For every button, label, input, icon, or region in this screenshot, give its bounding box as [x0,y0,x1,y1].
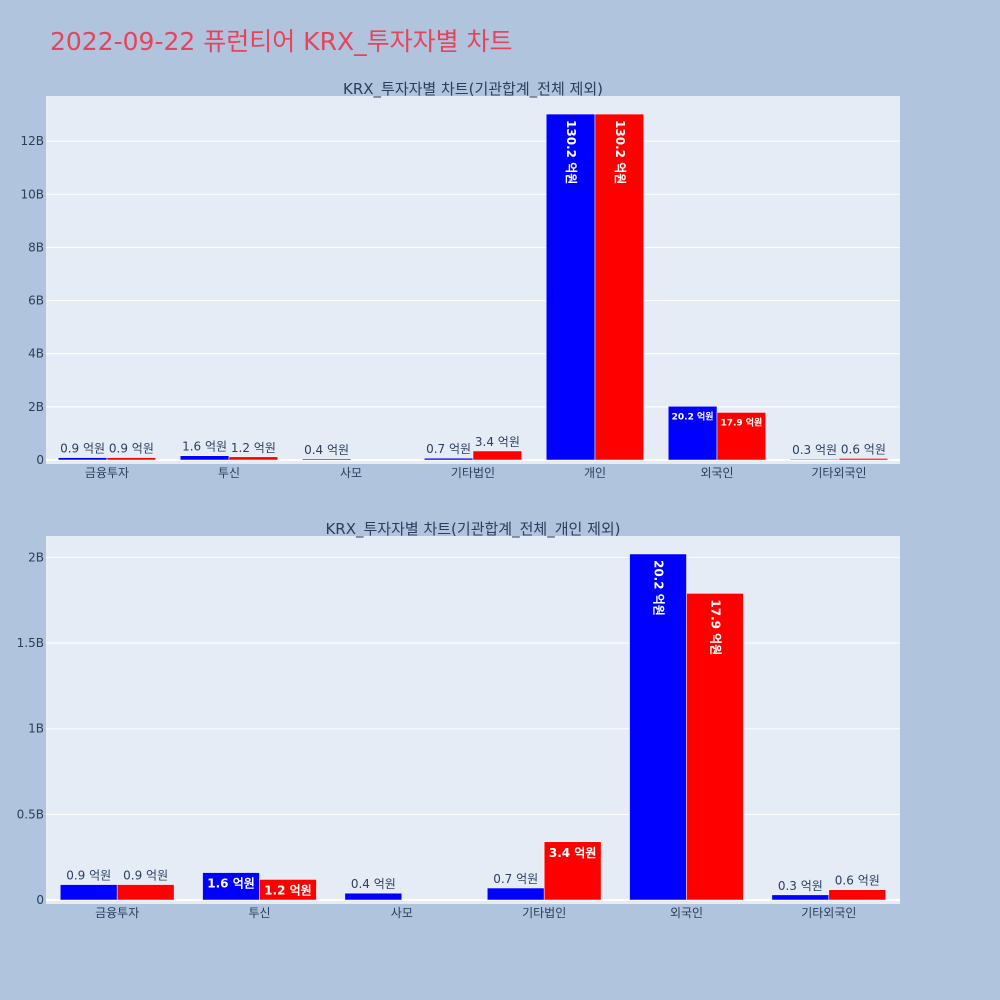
data-label: 0.4 억원 [304,443,349,457]
x-tick-label: 사모 [391,906,413,920]
data-label: 0.9 억원 [66,869,111,883]
bar [423,457,474,461]
x-tick-label: 사모 [340,466,362,480]
chart-title: KRX_투자자별 차트(기관합계_전체 제외) [343,80,603,99]
page-title: 2022-09-22 퓨런티어 KRX_투자자별 차트 [50,27,513,56]
bar [344,892,403,901]
bar [202,872,260,901]
x-tick-label: 투신 [218,466,240,480]
y-tick-label: 1.5B [17,636,44,650]
data-label: 0.7 억원 [493,872,538,886]
x-tick-label: 기타법인 [522,906,566,920]
x-tick-label: 금융투자 [85,466,129,480]
y-tick-label: 2B [28,550,44,564]
y-tick-label: 8B [28,240,44,254]
bar [543,841,602,901]
bar [771,894,830,901]
data-label: 130.2 억원 [564,120,578,184]
bar [259,879,317,901]
data-label: 0.9 억원 [123,869,168,883]
x-tick-label: 금융투자 [95,906,139,920]
bar [716,412,767,461]
x-tick-label: 외국인 [700,466,733,480]
data-label: 0.3 억원 [778,879,823,893]
data-label: 1.2 억원 [231,441,276,455]
x-tick-label: 기타외국인 [801,906,856,920]
data-label: 0.6 억원 [841,442,886,456]
data-label: 17.9 억원 [720,416,762,428]
chart-bottom: KRX_투자자별 차트(기관합계_전체_개인 제외) 0 0.5B 1B 1.5B 2B 금… [17,520,900,920]
bar [57,457,108,461]
plot-area [46,96,900,464]
bar [106,457,157,461]
data-label: 1.2 억원 [264,883,312,897]
y-tick-label: 10B [20,187,44,201]
data-label: 3.4 억원 [475,435,520,449]
bar [667,406,718,461]
x-tick-label: 외국인 [670,906,703,920]
data-label: 0.9 억원 [60,442,105,456]
bar [116,884,175,901]
x-tick-label: 투신 [248,906,270,920]
y-tick-label: 0 [36,893,44,907]
data-label: 1.6 억원 [182,440,227,454]
data-label: 130.2 억원 [613,120,627,184]
bar [789,458,840,461]
x-tick-label: 개인 [584,466,606,480]
data-label: 0.9 억원 [109,442,154,456]
y-tick-label: 0.5B [17,807,44,821]
y-tick-label: 6B [28,294,44,308]
bar [472,450,523,461]
data-label: 0.7 억원 [426,442,471,456]
y-tick-label: 1B [28,722,44,736]
data-label: 0.3 억원 [792,443,837,457]
y-tick-label: 12B [20,134,44,148]
data-label: 20.2 억원 [652,560,666,616]
bar [828,889,887,901]
bar [301,458,352,461]
chart-top: KRX_투자자별 차트(기관합계_전체 제외) 0 2B 4B 6B 8B 10B 12B 금융… [20,80,900,480]
bar [838,458,889,461]
x-tick-label: 기타외국인 [811,466,866,480]
bar [594,113,645,461]
data-label: 17.9 억원 [708,599,722,655]
data-label: 3.4 억원 [549,846,597,860]
bar [686,593,744,901]
bar [179,455,230,461]
y-tick-label: 0 [36,453,44,467]
bar [629,553,687,901]
chart-title: KRX_투자자별 차트(기관합계_전체_개인 제외) [325,520,620,539]
y-tick-label: 4B [28,347,44,361]
data-label: 20.2 억원 [672,410,714,422]
data-label: 0.6 억원 [835,874,880,888]
bar [228,456,279,461]
data-label: 0.4 억원 [351,877,396,891]
y-tick-label: 2B [28,400,44,414]
bar [59,884,118,901]
data-label: 1.6 억원 [207,877,255,891]
bar [545,113,596,461]
bar [486,887,545,901]
plot-area [46,536,900,904]
x-tick-label: 기타법인 [451,466,495,480]
